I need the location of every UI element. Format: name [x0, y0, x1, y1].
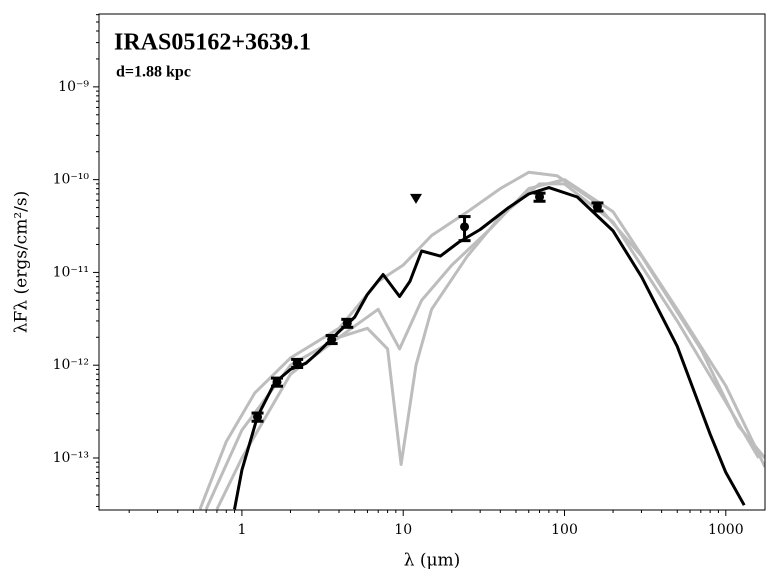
y-tick-label: 10⁻¹³: [53, 450, 89, 466]
x-tick-label: 1: [237, 522, 246, 538]
observation: [327, 334, 337, 344]
y-axis-label: λFλ (ergs/cm²/s): [12, 191, 32, 333]
y-tick-label: 10⁻¹¹: [53, 264, 89, 280]
observation: [592, 202, 602, 212]
observation: [460, 222, 470, 232]
y-tick-label: 10⁻¹⁰: [53, 172, 90, 188]
annotation: d=1.88 kpc: [116, 64, 191, 81]
model-sed: [215, 178, 765, 510]
plot-area: [198, 170, 765, 510]
y-tick-label: 10⁻⁹: [58, 79, 89, 95]
observation: [535, 192, 545, 202]
axes: 1 10 100 1000 10⁻¹³ 10⁻¹² 10⁻¹¹ 10⁻¹⁰ 10⁻⁹: [53, 14, 744, 538]
observation: [342, 318, 352, 328]
best-fit-sed: [233, 186, 746, 510]
y-tick-label: 10⁻¹²: [53, 357, 89, 373]
observation: [272, 377, 282, 387]
axes-frame: [98, 13, 766, 511]
model-sed: [198, 170, 765, 510]
upper-limit: [409, 193, 422, 204]
x-axis-label: λ (μm): [404, 551, 461, 571]
chart-title: IRAS05162+3639.1: [114, 30, 311, 56]
x-tick-label: 10: [394, 522, 412, 538]
observation: [253, 412, 263, 422]
observation: [292, 358, 302, 368]
x-tick-label: 1000: [708, 522, 744, 538]
x-tick-label: 100: [551, 522, 578, 538]
